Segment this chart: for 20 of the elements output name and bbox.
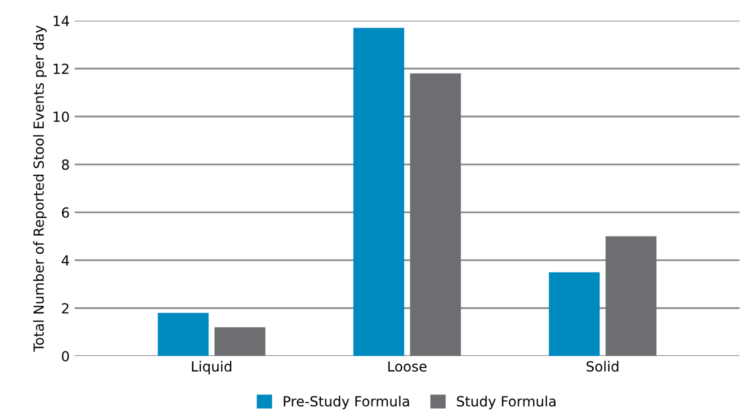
y-tick-label: 2 <box>62 303 68 314</box>
y-tick-label: 14 <box>54 16 70 26</box>
y-tick-label: 12 <box>54 64 68 74</box>
y-tick-label: 6 <box>62 207 69 218</box>
y-axis-title: Total Number of Reported Stool Events per day <box>33 25 47 352</box>
y-tick-label: 10 <box>54 111 69 122</box>
bar <box>548 272 600 356</box>
legend-label: Study Formula <box>456 396 556 410</box>
legend-label: Pre-Study Formula <box>284 396 409 410</box>
x-tick-label: Solid <box>586 360 618 372</box>
bar <box>353 28 404 356</box>
bar <box>410 73 461 356</box>
x-tick-label: Loose <box>388 361 427 372</box>
y-tick-label: 0 <box>62 351 69 362</box>
y-tick-label: 8 <box>62 159 69 170</box>
bar <box>158 312 209 356</box>
bar <box>214 327 266 356</box>
bar <box>606 236 656 356</box>
y-tick-label: 4 <box>62 255 70 266</box>
x-tick-label: Liquid <box>192 360 232 374</box>
